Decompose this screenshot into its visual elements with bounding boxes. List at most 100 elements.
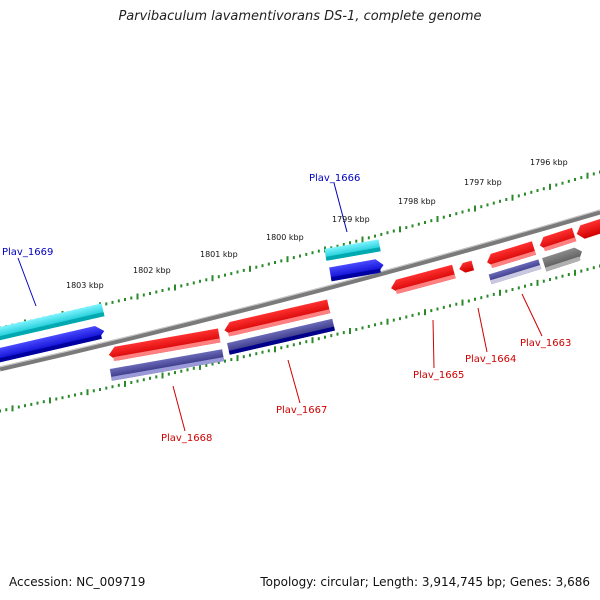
minor-tick xyxy=(311,251,314,255)
major-tick xyxy=(574,269,576,276)
scale-label-1802: 1802 kbp xyxy=(133,266,171,275)
minor-tick xyxy=(186,282,189,286)
major-tick xyxy=(11,405,14,412)
major-tick xyxy=(86,389,89,396)
minor-tick xyxy=(449,304,451,308)
minor-tick xyxy=(386,231,389,235)
gene-plav-1669[interactable] xyxy=(0,324,106,364)
minor-tick xyxy=(374,234,376,238)
minor-tick xyxy=(449,214,451,217)
minor-tick xyxy=(380,321,383,325)
minor-tick xyxy=(436,307,439,311)
minor-tick xyxy=(542,279,545,283)
major-tick xyxy=(399,226,401,233)
minor-tick xyxy=(392,229,395,233)
minor-tick xyxy=(149,376,151,380)
gene-label-plav-1664[interactable]: Plav_1664 xyxy=(465,354,516,365)
minor-tick xyxy=(592,172,595,176)
minor-tick xyxy=(161,289,164,292)
major-tick xyxy=(499,289,501,296)
minor-tick xyxy=(142,378,145,382)
gene-plav-1668-cds[interactable] xyxy=(109,349,225,381)
gene-neighbor-red-1[interactable] xyxy=(538,227,577,252)
minor-tick xyxy=(267,349,270,353)
genome-backbone-highlight xyxy=(0,209,600,368)
minor-tick xyxy=(367,324,370,328)
gene-plav-1667[interactable] xyxy=(223,299,331,337)
minor-tick xyxy=(124,298,126,301)
minor-tick xyxy=(111,300,114,304)
minor-tick xyxy=(211,362,214,366)
minor-tick xyxy=(117,299,120,303)
gene-label-plav-1663[interactable]: Plav_1663 xyxy=(520,338,571,349)
minor-tick xyxy=(192,366,195,370)
gene-plav-1666[interactable] xyxy=(329,258,385,282)
minor-tick xyxy=(192,281,195,285)
minor-tick xyxy=(142,293,145,297)
gene-label-plav-1665[interactable]: Plav_1665 xyxy=(413,370,464,381)
minor-tick xyxy=(442,215,445,219)
gene-plav-1666-rna[interactable] xyxy=(324,239,381,261)
minor-tick xyxy=(167,372,170,376)
gene-label-plav-1668[interactable]: Plav_1668 xyxy=(161,433,212,444)
minor-tick xyxy=(349,241,351,245)
gene-plav-1663[interactable] xyxy=(485,241,536,269)
major-tick xyxy=(199,363,201,370)
minor-tick xyxy=(255,352,258,356)
accession-label: Accession: NC_009719 xyxy=(9,575,146,589)
minor-tick xyxy=(280,346,283,350)
gene-plav-1664[interactable] xyxy=(458,260,475,274)
gene-label-plav-1666[interactable]: Plav_1666 xyxy=(309,173,360,184)
callout-lines xyxy=(17,182,543,432)
gene-neighbor-red-2[interactable] xyxy=(575,216,600,241)
minor-tick xyxy=(299,254,301,258)
minor-tick xyxy=(505,289,508,293)
minor-tick xyxy=(467,208,470,212)
minor-tick xyxy=(80,392,83,396)
minor-tick xyxy=(255,265,258,269)
genome-backbone xyxy=(0,209,600,372)
minor-tick xyxy=(305,252,308,256)
minor-tick xyxy=(292,256,295,260)
minor-tick xyxy=(380,232,383,236)
minor-tick xyxy=(474,297,476,301)
minor-tick xyxy=(405,226,408,230)
minor-tick xyxy=(186,368,189,372)
gene-label-plav-1669[interactable]: Plav_1669 xyxy=(2,247,53,258)
major-tick xyxy=(461,299,464,306)
minor-tick xyxy=(230,272,233,276)
major-tick xyxy=(161,372,164,379)
minor-tick xyxy=(505,198,508,201)
minor-tick xyxy=(292,343,295,347)
minor-tick xyxy=(136,379,139,383)
scale-label-1796: 1796 kbp xyxy=(530,158,568,167)
major-tick xyxy=(386,318,389,325)
minor-tick xyxy=(567,179,570,183)
gene-plav-1668[interactable] xyxy=(108,328,221,362)
minor-tick xyxy=(230,358,233,362)
minor-tick xyxy=(99,388,101,391)
major-tick xyxy=(249,265,251,272)
minor-tick xyxy=(92,389,95,393)
scale-label-1803: 1803 kbp xyxy=(66,281,104,290)
gene-neighbor-pseudo[interactable] xyxy=(542,246,584,272)
minor-tick xyxy=(517,194,520,198)
gene-plav-1669-rna[interactable] xyxy=(0,303,105,342)
gene-label-plav-1667[interactable]: Plav_1667 xyxy=(276,405,327,416)
gene-plav-1665[interactable] xyxy=(389,264,456,295)
minor-tick xyxy=(374,323,376,327)
minor-tick xyxy=(199,279,201,283)
minor-tick xyxy=(555,183,558,187)
minor-tick xyxy=(549,278,551,281)
minor-tick xyxy=(155,375,158,379)
minor-tick xyxy=(205,363,208,367)
gene-plav-1667-cds[interactable] xyxy=(227,318,335,355)
scale-label-1800: 1800 kbp xyxy=(266,233,304,242)
minor-tick xyxy=(524,284,526,288)
gene-plav-1663-cds[interactable] xyxy=(488,259,542,285)
minor-tick xyxy=(367,236,370,240)
minor-tick xyxy=(67,394,70,398)
minor-tick xyxy=(0,409,1,413)
